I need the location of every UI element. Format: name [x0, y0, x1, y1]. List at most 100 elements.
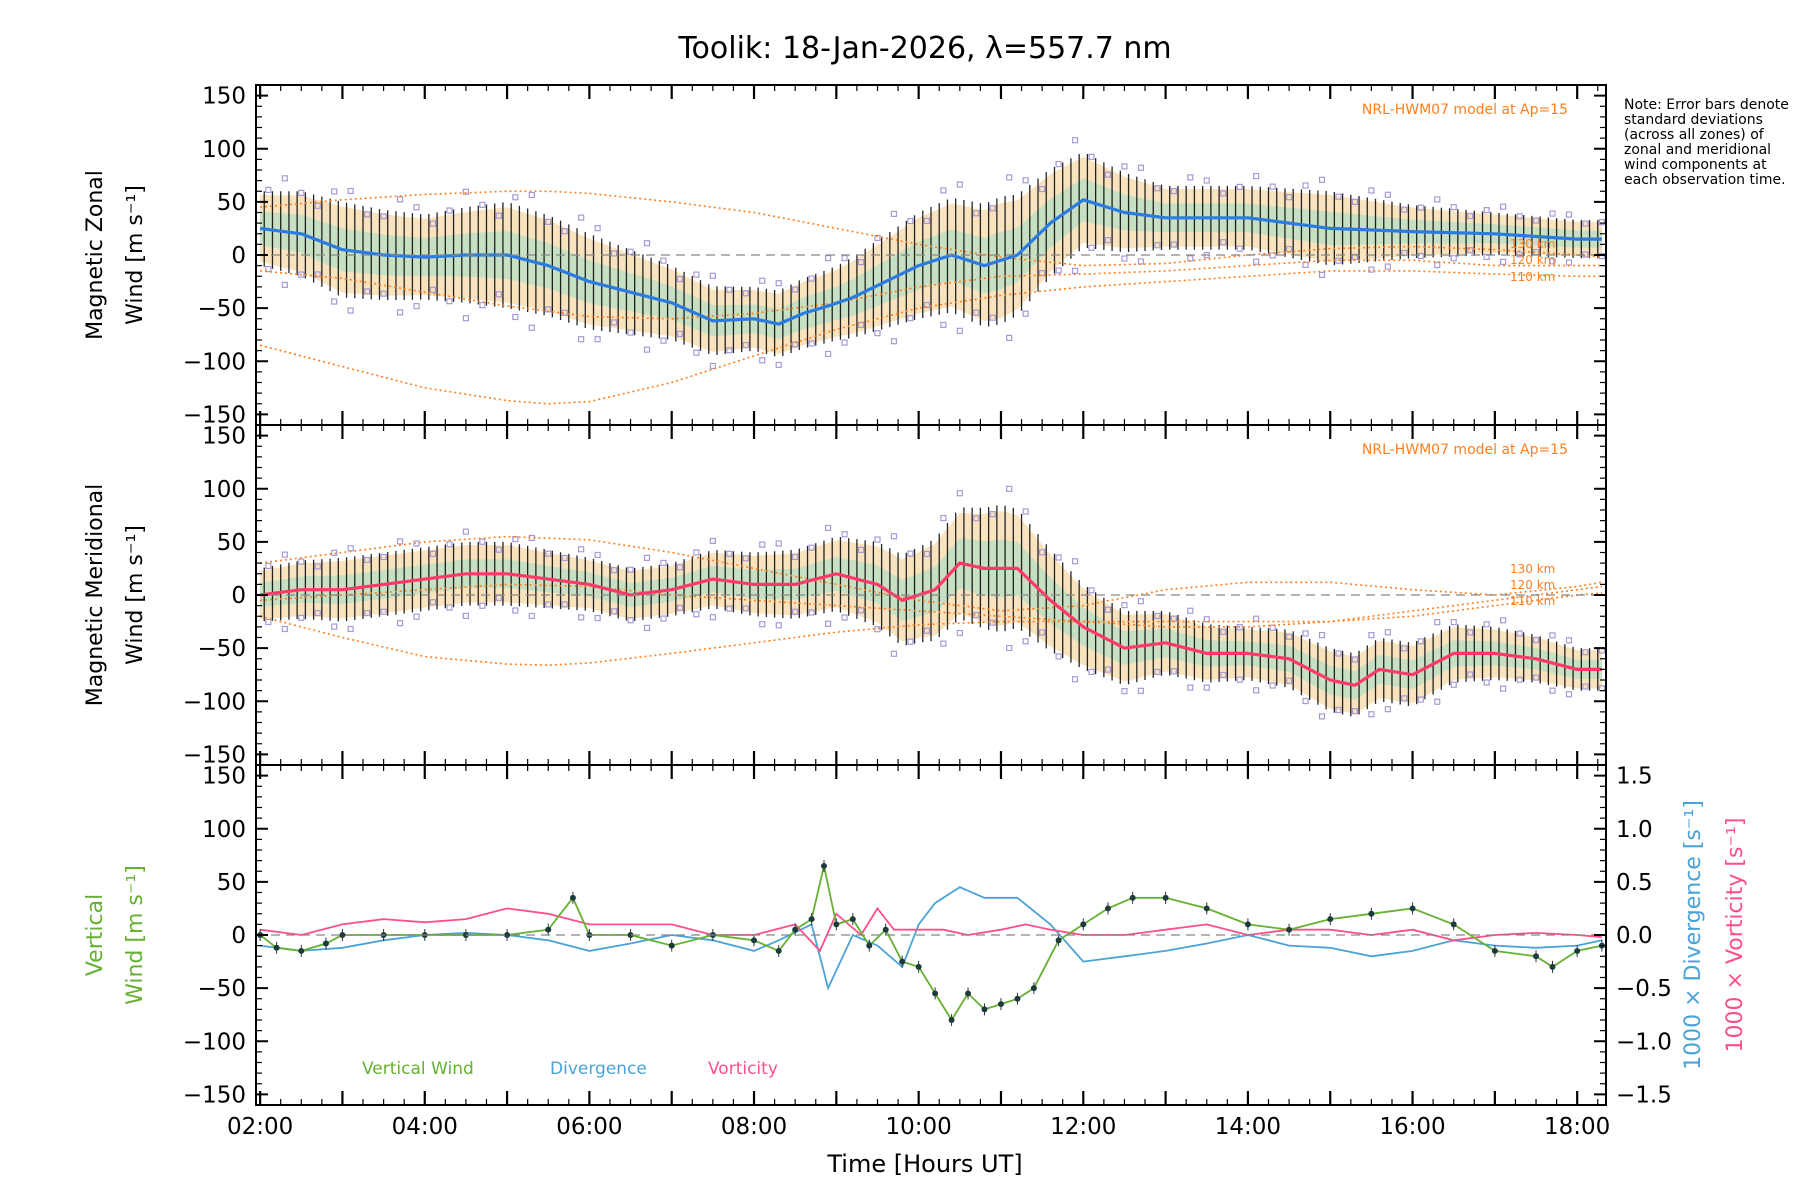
meridional-zone-sample: [314, 563, 321, 570]
zonal-zone-sample: [1417, 252, 1424, 260]
vorticity-axis-label: 1000 × Vorticity [s⁻¹]: [1723, 818, 1748, 1053]
meridional-zone-sample: [627, 566, 634, 573]
zonal-zone-sample: [825, 350, 832, 358]
meridional-zone-sample: [940, 514, 947, 522]
meridional-zone-sample: [956, 490, 963, 497]
meridional-zone-sample: [479, 602, 486, 609]
model-layer: 130 km 120 km 110 km 130 km 120 km 110 km: [259, 190, 1603, 666]
meridional-zone-sample: [1006, 644, 1013, 652]
vertical-ytick-label: 50: [217, 870, 246, 896]
zonal-zone-sample: [1154, 242, 1161, 249]
zonal-zone-sample: [446, 298, 453, 305]
zonal-zone-sample: [1351, 198, 1359, 205]
zonal-zone-sample: [512, 313, 519, 321]
zonal-zone-sample: [1500, 258, 1507, 265]
zonal-zone-sample: [1368, 266, 1375, 273]
zonal-ytick-label: 150: [202, 84, 246, 110]
meridional-zone-sample: [709, 537, 716, 545]
meridional-zone-sample: [1071, 558, 1079, 565]
divergence-line: [259, 886, 1603, 991]
vertical-wind-point: [273, 944, 280, 951]
zonal-zone-sample: [1598, 252, 1605, 260]
meridional-zone-sample: [1582, 683, 1589, 690]
meridional-zone-sample: [1384, 629, 1391, 636]
x-tick-label: 18:00: [1544, 1114, 1610, 1140]
meridional-alt-label: 110 km: [1510, 594, 1555, 608]
zonal-zone-sample: [709, 362, 716, 370]
zonal-zone-sample: [1220, 190, 1227, 197]
zonal-zone-sample: [1220, 239, 1227, 246]
vertical-wind-point: [981, 1006, 988, 1013]
zonal-zone-sample: [1335, 193, 1342, 200]
meridional-zone-sample: [314, 609, 321, 617]
meridional-zone-sample: [1368, 711, 1375, 718]
meridional-zone-sample: [1253, 615, 1260, 622]
zonal-zone-sample: [429, 220, 437, 227]
meridional-ytick-label: 50: [217, 530, 246, 556]
zonal-zone-sample: [1121, 163, 1128, 170]
meridional-alt-label: 130 km: [1510, 562, 1555, 576]
meridional-zone-sample: [742, 555, 749, 562]
meridional-zone-sample: [1401, 645, 1408, 652]
meridional-zone-sample: [1104, 606, 1112, 613]
meridional-zone-sample: [462, 612, 470, 620]
zonal-zone-sample: [364, 288, 371, 295]
zonal-zone-sample: [940, 187, 947, 194]
meridional-zone-sample: [462, 528, 470, 535]
meridional-zone-sample: [446, 541, 453, 548]
zonal-zone-sample: [1582, 220, 1589, 227]
meridional-zone-sample: [759, 541, 766, 548]
zonal-ytick-label: 0: [231, 243, 246, 269]
zonal-zone-sample: [907, 315, 914, 322]
meridional-zone-sample: [1549, 687, 1556, 694]
zonal-ylabel-line1: Magnetic Zonal: [83, 170, 108, 340]
meridional-zone-sample: [1220, 628, 1227, 635]
meridional-zone-sample: [1285, 677, 1293, 684]
meridional-zone-sample: [1335, 650, 1342, 657]
zonal-ylabel-line2: Wind [m s⁻¹]: [123, 185, 148, 325]
zonal-zone-sample: [1006, 334, 1013, 342]
meridional-zone-sample: [792, 553, 799, 561]
zonal-zone-sample: [1384, 263, 1391, 270]
zonal-zone-sample: [693, 271, 700, 278]
zonal-zone-sample: [1071, 137, 1079, 144]
zonal-zone-sample: [281, 281, 288, 289]
zonal-zone-sample: [1022, 177, 1029, 184]
vertical-wind-point: [792, 926, 799, 933]
vertical-wind-point: [965, 990, 972, 997]
zonal-zone-sample: [1269, 252, 1276, 259]
zonal-zone-sample: [1335, 257, 1342, 264]
meridional-zone-sample: [1450, 619, 1457, 626]
meridional-ylabel-line2: Wind [m s⁻¹]: [123, 525, 148, 665]
zonal-ytick-label: −150: [183, 402, 246, 428]
meridional-zone-sample: [380, 608, 387, 615]
chart-title: Toolik: 18-Jan-2026, λ=557.7 nm: [677, 31, 1171, 66]
zonal-zone-sample: [298, 189, 305, 196]
vertical-y2tick-label: 1.5: [1616, 764, 1653, 790]
meridional-model-130km: [259, 535, 1603, 612]
x-tick-label: 10:00: [886, 1114, 952, 1140]
meridional-alt-label: 120 km: [1510, 578, 1555, 592]
zonal-zone-sample: [1302, 261, 1309, 269]
zonal-zone-sample: [1137, 258, 1145, 265]
meridional-zone-sample: [413, 613, 420, 620]
meridional-ytick-label: −150: [183, 742, 246, 768]
meridional-zone-sample: [1467, 671, 1474, 678]
vertical-wind-point: [915, 963, 922, 970]
zonal-zone-sample: [1104, 171, 1112, 178]
zonal-zone-sample: [1565, 211, 1573, 218]
zonal-zone-sample: [989, 314, 996, 321]
zonal-ytick-label: 50: [217, 190, 246, 216]
x-tick-label: 08:00: [721, 1114, 787, 1140]
zonal-zone-sample: [693, 349, 700, 356]
zonal-zone-sample: [528, 324, 535, 331]
meridional-zone-sample: [347, 625, 354, 633]
meridional-zone-sample: [989, 619, 996, 626]
vertical-ytick-label: −100: [183, 1029, 246, 1055]
meridional-zone-sample: [578, 546, 585, 553]
zonal-zone-sample: [808, 340, 815, 347]
zonal-zone-sample: [1137, 164, 1145, 171]
vertical-wind-point: [569, 894, 576, 901]
meridional-zone-sample: [1417, 638, 1424, 645]
meridional-ylabel-line1: Magnetic Meridional: [83, 484, 108, 706]
